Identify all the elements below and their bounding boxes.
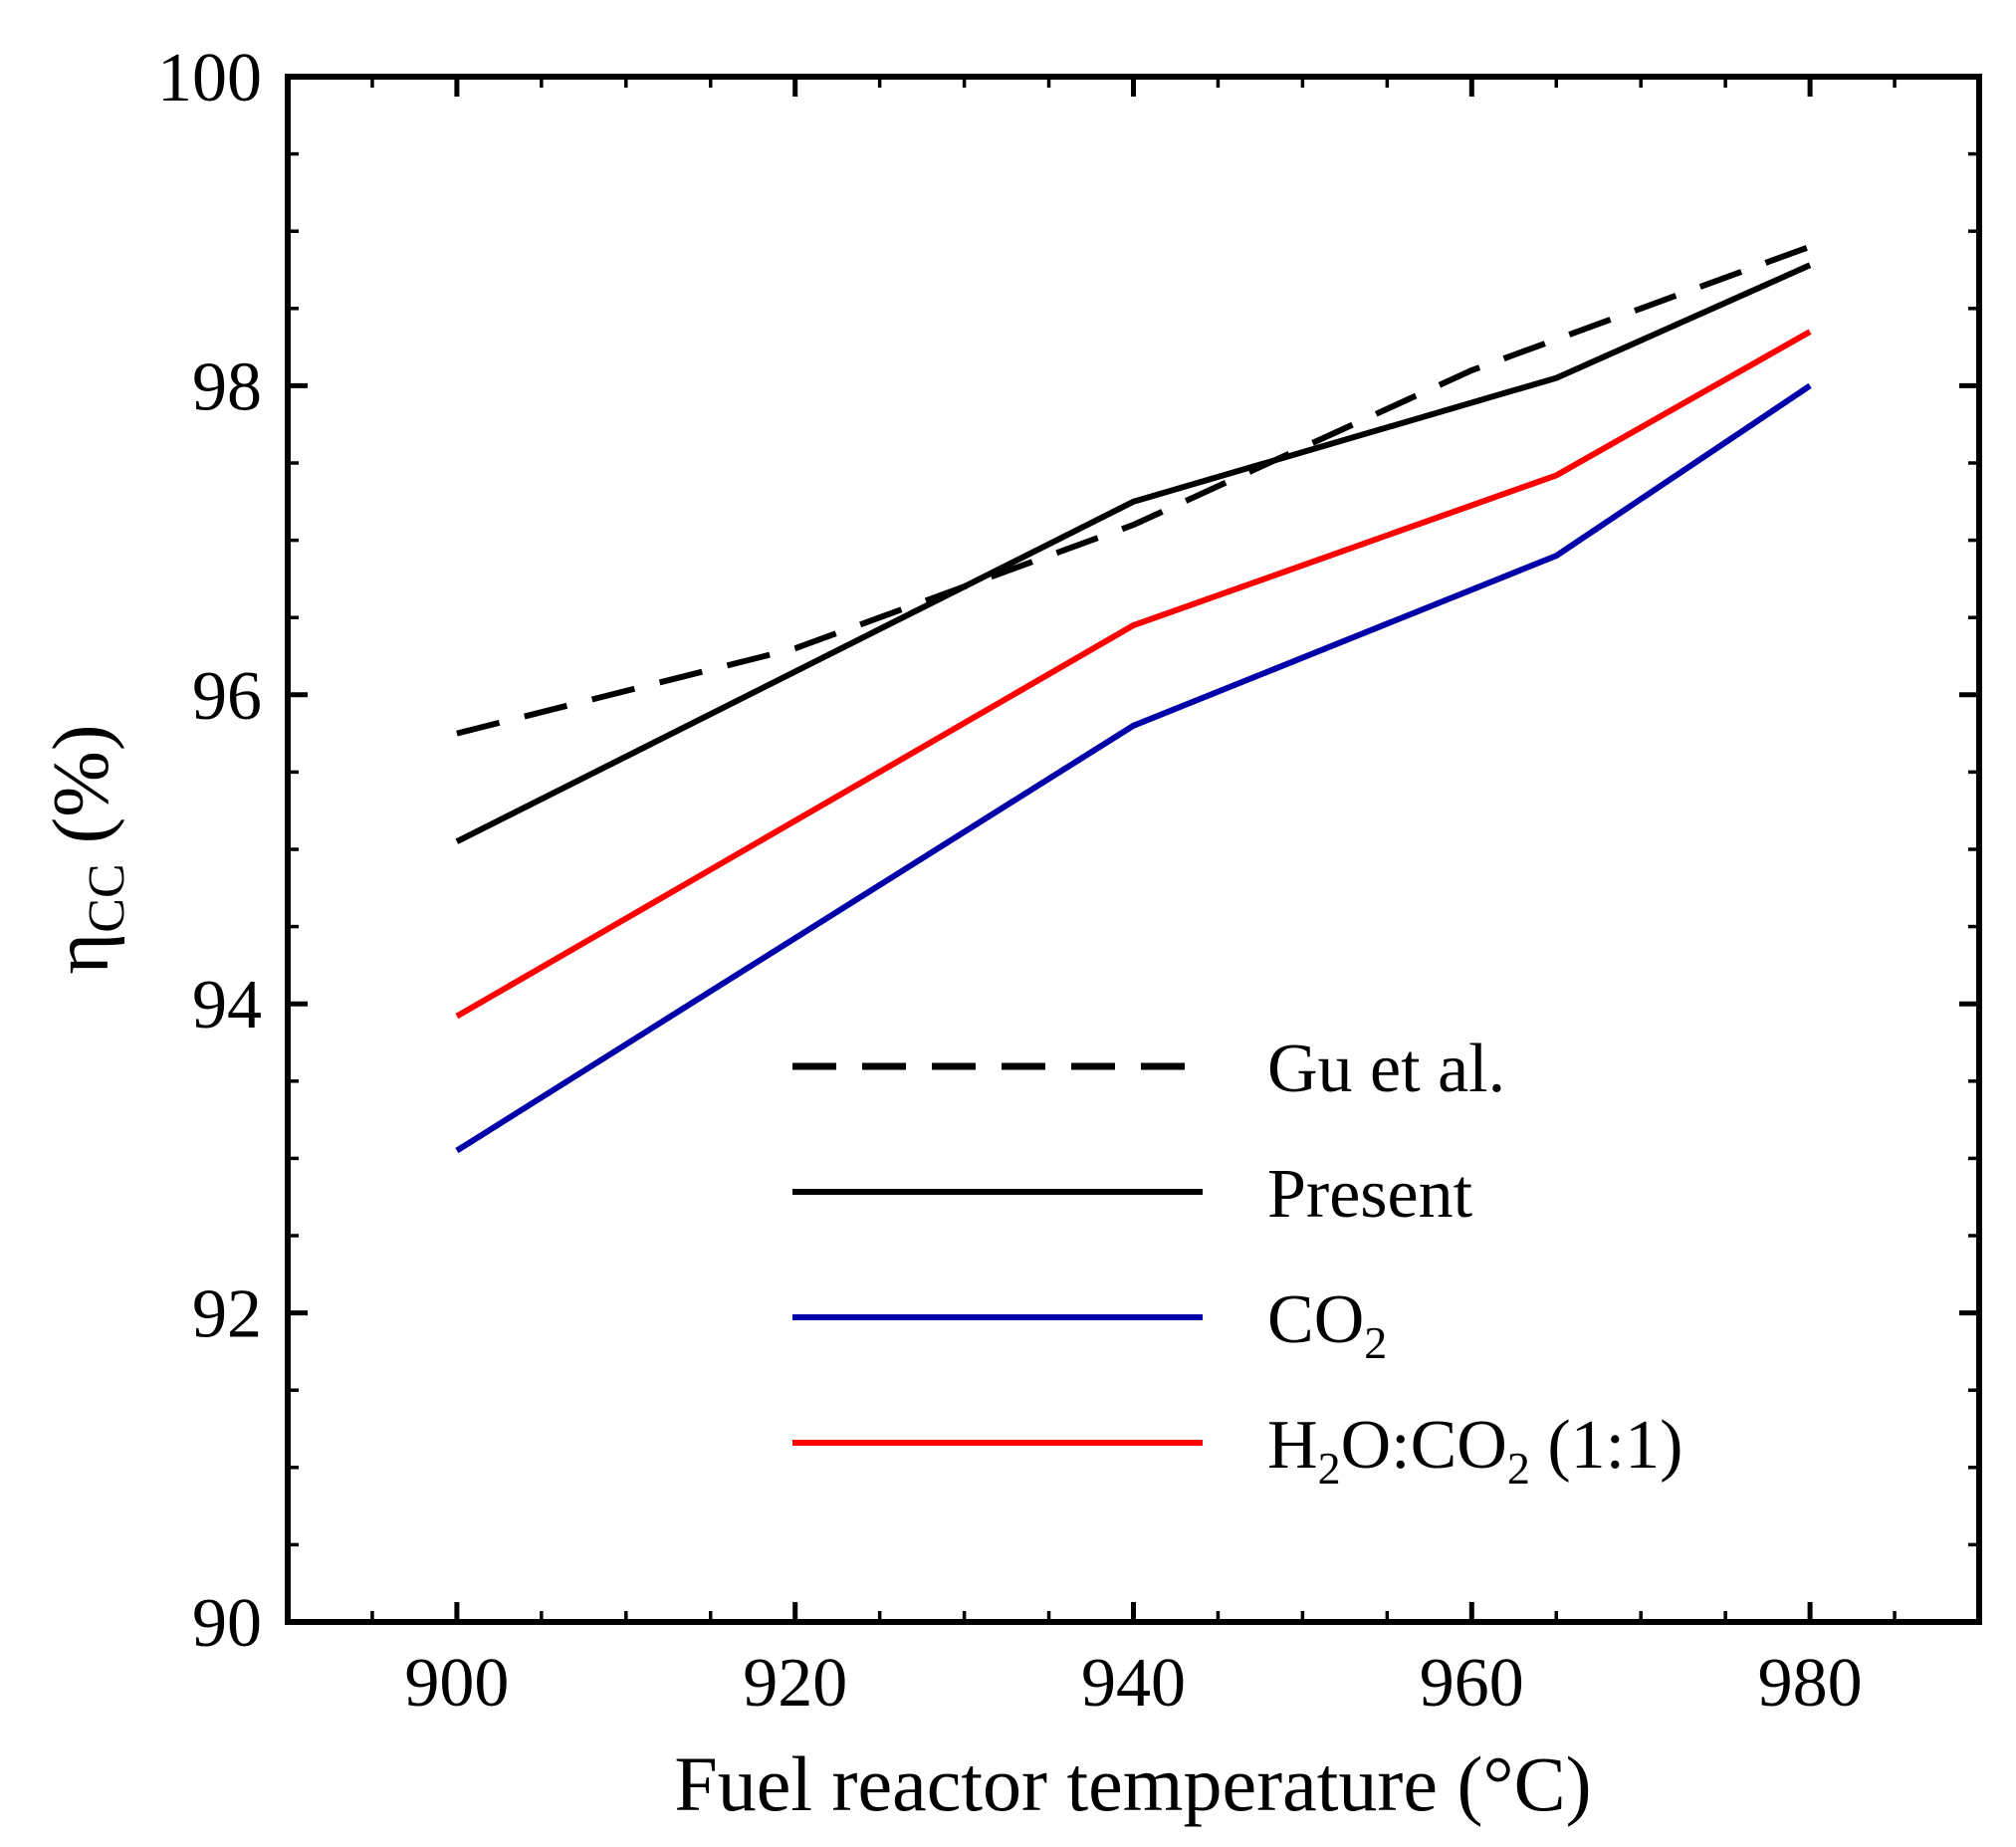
co2-label-sub: 2	[1364, 1317, 1387, 1368]
y-tick-label: 100	[157, 40, 262, 116]
y-tick-label: 98	[192, 348, 262, 425]
major-ticks	[288, 74, 1979, 1625]
x-tick-label: 920	[743, 1645, 847, 1722]
x-tick-label: 980	[1758, 1645, 1863, 1722]
h2o-label-sub1: 2	[1318, 1443, 1341, 1494]
co2-label-main: CO	[1267, 1281, 1364, 1358]
y-tick-label: 94	[192, 967, 262, 1043]
legend-label-co2: CO2	[1267, 1281, 1387, 1368]
plot-frame	[285, 74, 1982, 1625]
series-lines	[455, 243, 1812, 1154]
series-line-gu	[456, 243, 1812, 737]
x-axis-title: Fuel reactor temperature (°C)	[674, 1740, 1591, 1827]
y-tick-label: 92	[192, 1276, 262, 1353]
minor-ticks	[288, 77, 1979, 1622]
x-tick-label: 960	[1420, 1645, 1524, 1722]
svg-text:ηCC (%): ηCC (%)	[38, 724, 135, 974]
h2o-label-mid: O:CO	[1341, 1407, 1507, 1484]
x-tick-label: 940	[1081, 1645, 1186, 1722]
legend-item-gu: Gu et al.	[792, 1031, 1505, 1107]
legend-item-h2o-co2: H2O:CO2 (1:1)	[792, 1407, 1682, 1494]
h2o-label-tail: (1:1)	[1530, 1407, 1683, 1484]
legend-label-present: Present	[1267, 1156, 1473, 1233]
legend-label-gu: Gu et al.	[1267, 1031, 1505, 1107]
y-axis-unit-space	[38, 843, 125, 863]
x-tick-label: 900	[404, 1645, 509, 1722]
y-axis-subscript: CC	[79, 863, 135, 932]
y-tick-labels: 90 92 94 96 98 100	[157, 40, 262, 1662]
series-line-h2o_co2	[455, 329, 1812, 1020]
y-axis-unit: (%)	[38, 724, 125, 843]
series-line-present	[455, 262, 1812, 844]
h2o-label-sub2: 2	[1507, 1443, 1530, 1494]
x-tick-labels: 900 920 940 960 980	[404, 1645, 1862, 1722]
y-axis-title: ηCC (%)	[38, 724, 135, 974]
series-line-co2	[455, 382, 1812, 1154]
legend: Gu et al. Present CO2 H2O:CO2 (1:1)	[792, 1031, 1682, 1494]
y-axis-symbol: η	[38, 933, 125, 975]
legend-item-present: Present	[792, 1156, 1473, 1233]
y-tick-label: 90	[192, 1585, 262, 1662]
h2o-label-h: H	[1267, 1407, 1318, 1484]
y-tick-label: 96	[192, 658, 262, 735]
legend-item-co2: CO2	[792, 1281, 1387, 1368]
legend-label-h2o-co2: H2O:CO2 (1:1)	[1267, 1407, 1682, 1494]
